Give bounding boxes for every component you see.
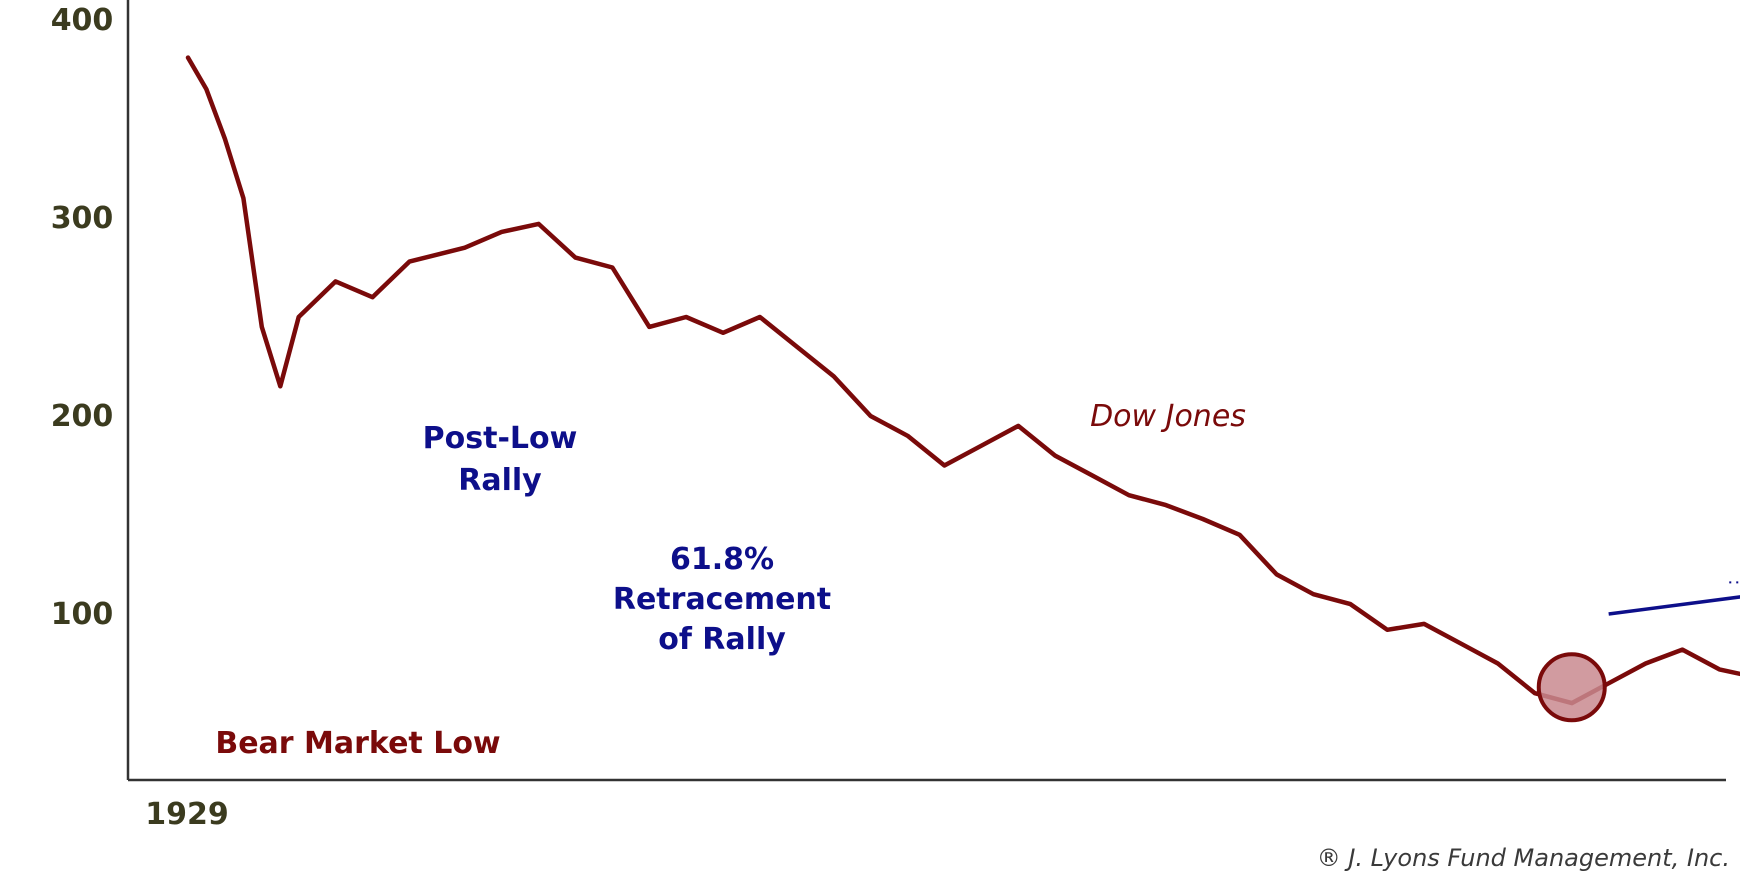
retracement-label-line3: of Rally xyxy=(658,622,786,657)
x-tick-labels: 19291934193919441949 xyxy=(145,797,229,832)
post-low-rally-arrow xyxy=(1608,595,1740,616)
series-line-dow-jones xyxy=(185,55,1740,706)
y-tick-label: 100 xyxy=(51,597,114,632)
y-tick-label: 200 xyxy=(51,399,114,434)
copyright-credit: ® J. Lyons Fund Management, Inc. xyxy=(1317,844,1730,872)
y-tick-label: 400 xyxy=(51,3,114,38)
retracement-label-line2: Retracement xyxy=(613,582,831,617)
bear-market-low-label: Bear Market Low xyxy=(215,726,500,761)
axes xyxy=(126,0,1726,782)
y-tick-labels: 100 200 300 400 xyxy=(51,3,114,632)
bear-market-low-marker xyxy=(1536,652,1607,723)
post-low-rally-label-line2: Rally xyxy=(458,463,542,498)
annotation-arrows xyxy=(1608,595,1740,616)
retracement-label-line1: 61.8% xyxy=(670,542,774,577)
y-tick-label: 300 xyxy=(51,201,114,236)
post-low-rally-label-line1: Post-Low xyxy=(423,421,578,456)
series-label-dow-jones: Dow Jones xyxy=(1090,399,1246,434)
x-tick-label: 1929 xyxy=(145,797,229,832)
